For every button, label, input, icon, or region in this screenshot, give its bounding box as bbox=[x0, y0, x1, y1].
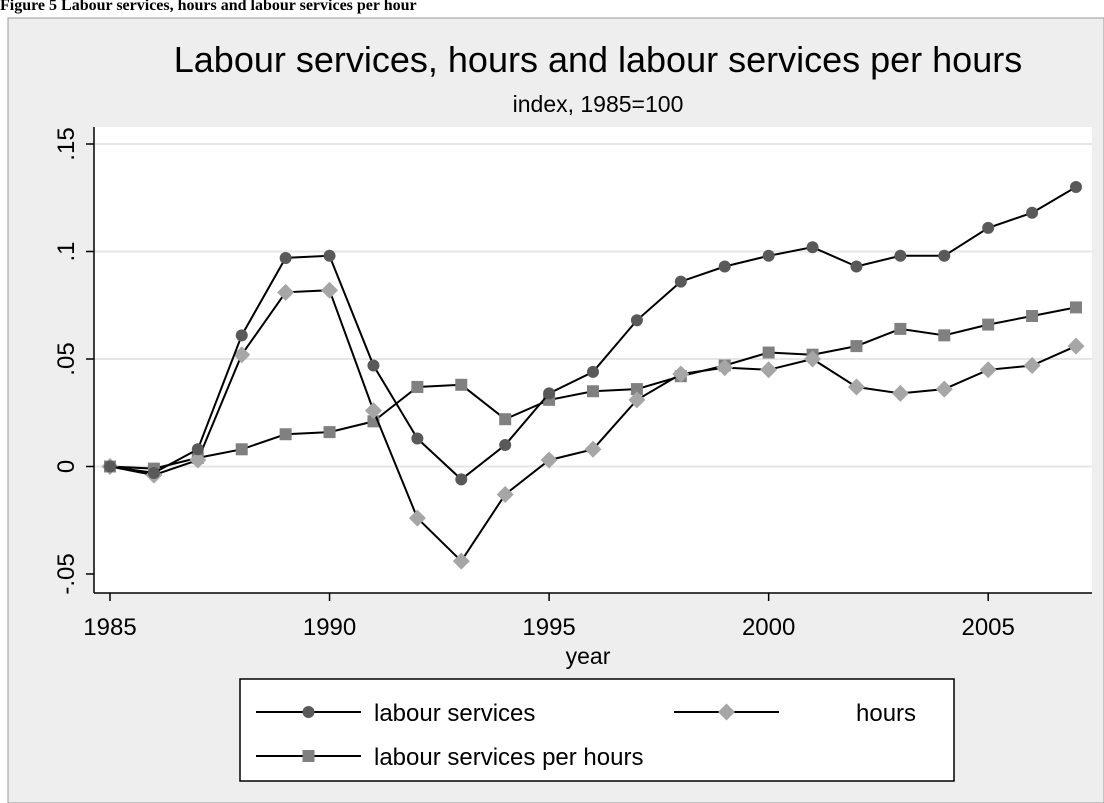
data-point-labour-services-per-hours bbox=[894, 322, 907, 335]
data-point-labour-services-per-hours bbox=[279, 428, 292, 441]
data-point-labour-services bbox=[674, 275, 687, 288]
data-point-hours bbox=[891, 384, 909, 402]
data-point-hours bbox=[408, 509, 426, 527]
data-point-hours bbox=[540, 451, 558, 469]
x-tick-label: 1990 bbox=[303, 614, 356, 641]
data-point-labour-services bbox=[718, 260, 731, 273]
data-point-labour-services bbox=[235, 329, 248, 342]
y-axis-ticks: -.05 0 .05 .1 .15 bbox=[53, 127, 94, 595]
data-point-labour-services bbox=[850, 260, 863, 273]
y-tick-label: .15 bbox=[53, 127, 80, 160]
data-point-labour-services bbox=[762, 249, 775, 262]
data-point-hours bbox=[321, 281, 339, 299]
legend-label-labour-services: labour services bbox=[374, 700, 535, 727]
series-hours bbox=[101, 281, 1085, 570]
data-point-labour-services bbox=[1026, 206, 1039, 219]
chart-subtitle: index, 1985=100 bbox=[513, 91, 684, 117]
gridlines bbox=[94, 143, 1092, 468]
legend: labour services hours labour services per … bbox=[239, 678, 955, 782]
data-point-labour-services-per-hours bbox=[323, 426, 336, 439]
figure-caption: Figure 5 Labour services, hours and labo… bbox=[0, 0, 417, 14]
x-tick-label: 2000 bbox=[742, 614, 795, 641]
x-tick-label: 1995 bbox=[522, 614, 575, 641]
data-point-hours bbox=[716, 359, 734, 377]
legend-label-hours: hours bbox=[856, 700, 916, 727]
data-point-labour-services bbox=[806, 241, 819, 254]
data-point-hours bbox=[1067, 337, 1085, 355]
data-point-labour-services bbox=[104, 460, 116, 473]
data-point-labour-services bbox=[411, 432, 424, 445]
data-point-labour-services-per-hours bbox=[850, 340, 863, 353]
data-point-hours bbox=[628, 391, 646, 409]
series-group bbox=[101, 181, 1085, 570]
axes bbox=[93, 127, 1092, 594]
data-point-labour-services bbox=[982, 221, 995, 234]
legend-label-labour-services-per-hours: labour services per hours bbox=[374, 744, 643, 771]
data-point-labour-services bbox=[499, 439, 512, 451]
chart-title: Labour services, hours and labour servic… bbox=[174, 39, 1022, 80]
data-point-hours bbox=[233, 346, 251, 364]
data-point-labour-services-per-hours bbox=[630, 383, 643, 396]
data-point-labour-services bbox=[323, 249, 336, 262]
data-point-labour-services bbox=[367, 359, 380, 372]
y-tick-label: -.05 bbox=[53, 553, 80, 594]
data-point-hours bbox=[189, 451, 207, 469]
data-point-labour-services-per-hours bbox=[1026, 310, 1039, 322]
data-point-labour-services bbox=[147, 466, 160, 479]
data-point-labour-services-per-hours bbox=[499, 413, 512, 426]
data-point-hours bbox=[760, 361, 778, 379]
data-point-labour-services bbox=[279, 251, 292, 264]
data-point-hours bbox=[935, 380, 953, 398]
data-point-hours bbox=[364, 402, 382, 420]
x-axis-label: year bbox=[566, 643, 611, 669]
data-point-labour-services-per-hours bbox=[938, 329, 951, 342]
y-tick-label: .1 bbox=[53, 241, 80, 261]
data-point-labour-services bbox=[455, 473, 468, 486]
data-point-hours bbox=[584, 440, 602, 458]
data-point-hours bbox=[496, 485, 514, 503]
data-point-labour-services-per-hours bbox=[1070, 301, 1082, 314]
data-point-labour-services bbox=[894, 249, 907, 262]
y-tick-label: .05 bbox=[53, 342, 80, 375]
legend-marker-labour-services bbox=[302, 706, 315, 718]
x-axis-ticks: 1985 1990 1995 2000 2005 bbox=[83, 593, 1015, 641]
data-point-labour-services-per-hours bbox=[411, 380, 424, 393]
data-point-labour-services bbox=[191, 443, 204, 456]
x-tick-label: 2005 bbox=[961, 614, 1014, 641]
data-point-labour-services-per-hours bbox=[982, 318, 995, 331]
x-tick-label: 1985 bbox=[83, 614, 136, 641]
legend-marker-labour-services-per-hours bbox=[302, 750, 315, 762]
data-point-hours bbox=[979, 361, 997, 379]
data-point-labour-services-per-hours bbox=[762, 346, 775, 359]
data-point-hours bbox=[277, 283, 295, 301]
data-point-labour-services-per-hours bbox=[587, 385, 599, 398]
legend-marker-hours bbox=[718, 703, 735, 721]
data-point-labour-services bbox=[938, 249, 951, 262]
data-point-labour-services-per-hours bbox=[235, 443, 248, 456]
legend-box bbox=[239, 678, 955, 782]
series-labour-services bbox=[104, 181, 1082, 486]
data-point-hours bbox=[804, 350, 822, 368]
data-point-labour-services bbox=[630, 314, 643, 327]
data-point-labour-services bbox=[1070, 181, 1082, 193]
data-point-labour-services bbox=[543, 387, 556, 400]
data-point-hours bbox=[847, 378, 865, 396]
data-point-hours bbox=[1023, 356, 1041, 374]
data-point-labour-services-per-hours bbox=[455, 378, 468, 391]
data-point-labour-services bbox=[587, 365, 599, 378]
data-point-hours bbox=[672, 365, 690, 383]
y-tick-label: 0 bbox=[53, 460, 80, 473]
data-point-hours bbox=[452, 552, 470, 570]
